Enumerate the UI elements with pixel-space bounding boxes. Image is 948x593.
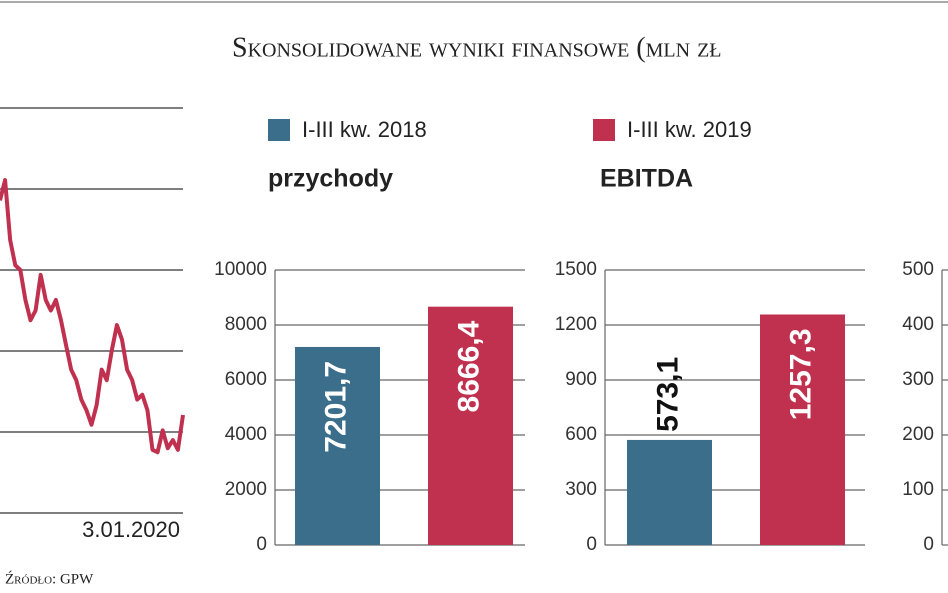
bar: [627, 439, 712, 545]
value-label: 1257,3: [784, 328, 817, 420]
value-label: 7201,7: [319, 361, 352, 453]
y-tick-label: 0: [256, 534, 267, 555]
legend-swatch: [593, 119, 615, 141]
y-tick-label: 0: [923, 534, 934, 555]
y-tick-label: 2000: [225, 479, 267, 500]
y-tick-label: 8000: [225, 314, 267, 335]
bar: [295, 346, 380, 545]
y-tick-label: 10000: [214, 259, 267, 280]
legend-label: I-III kw. 2018: [302, 117, 427, 142]
y-tick-label: 900: [565, 369, 597, 390]
source: Źródło: GPW: [5, 570, 94, 587]
y-tick-label: 6000: [225, 369, 267, 390]
y-tick-label: 4000: [225, 424, 267, 445]
y-tick-label: 500: [902, 259, 934, 280]
y-tick-label: 300: [565, 479, 597, 500]
x-label: 3.01.2020: [82, 517, 180, 542]
y-tick-label: 0: [586, 534, 597, 555]
price-line: [0, 178, 185, 455]
y-tick-label: 1500: [555, 259, 597, 280]
y-tick-label: 200: [902, 424, 934, 445]
value-label: 8666,4: [452, 320, 485, 412]
bar: [760, 314, 845, 545]
legend-label: I-III kw. 2019: [627, 117, 752, 142]
value-label: 573,1: [651, 357, 684, 432]
y-tick-label: 300: [902, 369, 934, 390]
y-tick-label: 600: [565, 424, 597, 445]
title: Skonsolidowane wyniki finansowe (mln zł: [232, 32, 722, 63]
y-tick-label: 400: [902, 314, 934, 335]
chart-title: przychody: [268, 165, 393, 193]
bar: [428, 306, 513, 545]
legend-swatch: [268, 119, 290, 141]
y-tick-label: 100: [902, 479, 934, 500]
y-tick-label: 1200: [555, 314, 597, 335]
chart-title: EBITDA: [600, 165, 693, 193]
